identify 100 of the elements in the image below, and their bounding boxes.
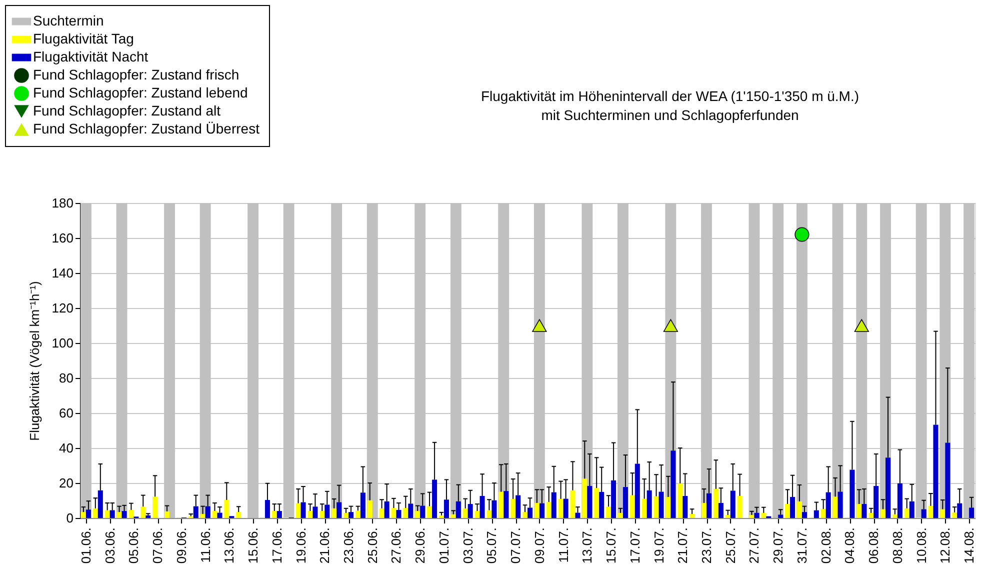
bar bbox=[856, 504, 862, 518]
x-tick-label: 09.07. bbox=[532, 528, 547, 564]
y-tick-label: 120 bbox=[52, 300, 74, 316]
bar bbox=[897, 483, 902, 518]
x-tick-label: 25.07. bbox=[722, 528, 738, 564]
bar bbox=[892, 514, 898, 518]
bar bbox=[909, 501, 914, 518]
bar bbox=[415, 511, 420, 518]
y-tick-label: 0 bbox=[66, 510, 74, 526]
bar bbox=[570, 490, 576, 518]
x-tick-label: 08.08. bbox=[890, 528, 905, 564]
bar bbox=[122, 511, 127, 518]
bar bbox=[193, 506, 198, 518]
bar bbox=[654, 496, 659, 518]
chart-title: Flugaktivität im Höhenintervall der WEA (1'150-1'350 m ü.M.) bbox=[480, 88, 860, 104]
bar bbox=[778, 514, 784, 518]
bar bbox=[456, 501, 461, 518]
bar bbox=[492, 500, 497, 518]
y-tick-label: 100 bbox=[52, 336, 74, 350]
x-tick-label: 25.06. bbox=[364, 528, 380, 564]
x-tick-label: 27.07. bbox=[746, 528, 762, 564]
bar bbox=[116, 512, 122, 518]
bar bbox=[706, 493, 712, 518]
y-tick-label: 40 bbox=[59, 440, 74, 456]
y-tick-label: 60 bbox=[59, 406, 74, 420]
bar bbox=[761, 512, 766, 518]
bar bbox=[546, 502, 552, 518]
bar bbox=[558, 498, 564, 518]
legend-label: Flugaktivität Nacht bbox=[33, 48, 148, 64]
x-tick-label: 12.08. bbox=[938, 528, 953, 564]
x-tick-label: 10.08. bbox=[914, 528, 929, 564]
bar bbox=[312, 506, 318, 518]
bar bbox=[403, 508, 408, 518]
x-tick-label: 23.06. bbox=[341, 528, 356, 564]
x-tick-label: 09.06. bbox=[174, 528, 189, 564]
bar bbox=[468, 504, 473, 518]
x-tick-label: 01.07. bbox=[436, 528, 452, 564]
x-tick-label: 19.07. bbox=[651, 528, 666, 564]
bar bbox=[862, 504, 867, 518]
bar bbox=[969, 508, 974, 518]
x-tick-label: 21.07. bbox=[675, 528, 690, 564]
bar bbox=[928, 506, 934, 518]
bar bbox=[432, 480, 438, 518]
bar bbox=[826, 492, 831, 518]
x-tick-label: 11.06. bbox=[198, 528, 213, 563]
bar bbox=[868, 512, 874, 518]
bar bbox=[504, 491, 509, 518]
y-tick-label: 140 bbox=[52, 266, 74, 280]
bar bbox=[630, 495, 635, 518]
bar bbox=[360, 492, 366, 518]
bar bbox=[332, 508, 337, 518]
bar bbox=[296, 503, 301, 518]
bar bbox=[522, 512, 528, 518]
bar bbox=[886, 458, 891, 518]
x-tick-label: 27.06. bbox=[388, 528, 404, 564]
legend-label: Fund Schlagopfer: Zustand lebend bbox=[33, 84, 248, 100]
legend-label: Suchtermin bbox=[33, 12, 104, 28]
bar bbox=[391, 508, 396, 518]
bar bbox=[749, 515, 754, 518]
bar bbox=[690, 514, 695, 518]
bar bbox=[940, 509, 946, 518]
bar bbox=[658, 492, 664, 518]
legend-label: Fund Schlagopfer: Zustand frisch bbox=[33, 66, 240, 82]
bar bbox=[539, 503, 544, 518]
bar bbox=[379, 508, 384, 518]
x-tick-label: 01.06. bbox=[78, 528, 94, 564]
bar bbox=[814, 510, 819, 518]
y-tick-label: 20 bbox=[59, 476, 74, 490]
x-tick-label: 29.07. bbox=[770, 528, 786, 564]
bar bbox=[427, 506, 432, 518]
bar bbox=[730, 490, 736, 518]
y-tick-label: 80 bbox=[59, 370, 74, 386]
x-tick-label: 04.08. bbox=[842, 528, 858, 564]
bar bbox=[904, 508, 910, 518]
x-tick-label: 17.07. bbox=[627, 528, 642, 564]
bar bbox=[164, 511, 170, 518]
bar bbox=[670, 450, 676, 518]
bar bbox=[408, 504, 414, 518]
bar bbox=[832, 496, 838, 518]
bar bbox=[355, 510, 360, 518]
x-tick-label: 03.06. bbox=[102, 528, 118, 564]
bar bbox=[128, 510, 134, 518]
bar bbox=[308, 511, 313, 518]
bar bbox=[682, 496, 688, 518]
bar bbox=[438, 515, 444, 518]
bar bbox=[384, 501, 390, 518]
bar bbox=[462, 508, 468, 518]
bar bbox=[594, 488, 600, 518]
bar bbox=[152, 496, 158, 518]
x-tick-label: 03.07. bbox=[460, 528, 476, 564]
bar bbox=[272, 511, 277, 518]
bar bbox=[450, 514, 456, 518]
bar bbox=[420, 506, 426, 518]
x-tick-label: 14.08. bbox=[962, 528, 977, 564]
bar bbox=[200, 514, 206, 518]
bar bbox=[606, 506, 612, 518]
bar bbox=[713, 488, 718, 518]
bar bbox=[666, 497, 671, 518]
bar bbox=[725, 515, 730, 518]
bar bbox=[952, 512, 958, 518]
